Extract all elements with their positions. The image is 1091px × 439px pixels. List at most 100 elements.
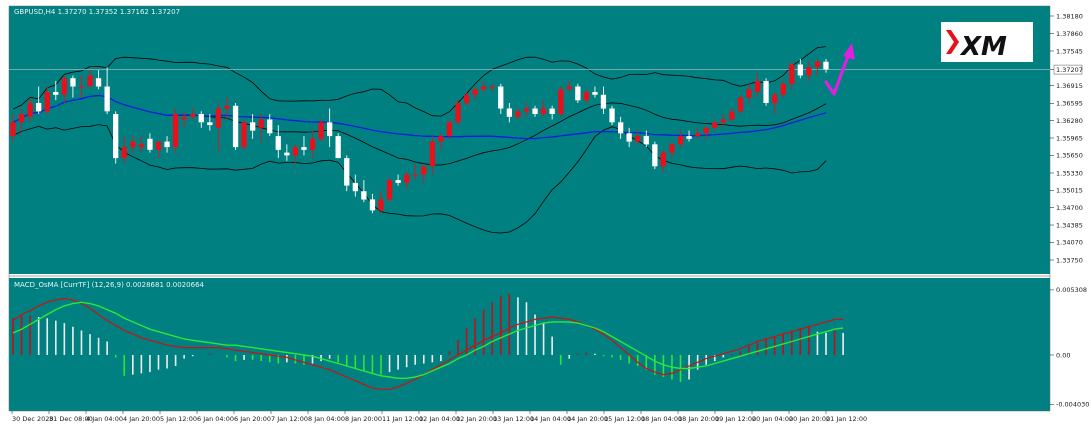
y-tick-label: 1.34385 bbox=[1056, 221, 1083, 229]
sub-y-tick-label: 0.005308 bbox=[1056, 286, 1087, 294]
candle-body bbox=[712, 122, 718, 128]
chart-border bbox=[8, 5, 1051, 412]
candle-body bbox=[532, 108, 538, 114]
x-tick-label: 31 Dec 08:00 bbox=[49, 415, 93, 423]
candle-body bbox=[814, 61, 821, 68]
candle-body bbox=[10, 122, 16, 137]
candle-body bbox=[549, 108, 555, 114]
candle-body bbox=[729, 111, 735, 120]
candle-body bbox=[113, 114, 119, 159]
candle-body bbox=[626, 133, 632, 142]
y-tick-label: 1.38180 bbox=[1056, 12, 1083, 20]
candle-body bbox=[147, 138, 153, 150]
candle-body bbox=[18, 114, 25, 123]
y-tick-label: 1.36595 bbox=[1056, 100, 1083, 108]
candle-body bbox=[250, 122, 256, 131]
y-tick-label: 1.35965 bbox=[1056, 134, 1083, 142]
x-tick-label: 20 Jan 04:00 bbox=[752, 415, 793, 423]
y-tick-label: 1.35650 bbox=[1056, 152, 1083, 160]
candle-body bbox=[327, 122, 333, 137]
candle-body bbox=[643, 136, 649, 145]
candle-body bbox=[130, 141, 136, 148]
candle-body bbox=[438, 136, 444, 142]
candle-body bbox=[53, 92, 59, 95]
candle-body bbox=[70, 78, 76, 87]
xm-logo-text: XM bbox=[959, 32, 1007, 62]
candle-body bbox=[155, 141, 162, 150]
x-tick-label: 15 Jan 12:00 bbox=[604, 415, 645, 423]
current-price-tag bbox=[1053, 64, 1083, 75]
candle-body bbox=[104, 86, 110, 112]
candle-body bbox=[412, 174, 418, 176]
macd-layer bbox=[12, 293, 844, 390]
x-tick-label: 7 Jan 12:00 bbox=[271, 415, 308, 423]
x-tick-label: 11 Jan 12:00 bbox=[382, 415, 423, 423]
candle-body bbox=[27, 103, 33, 117]
candle-body bbox=[763, 81, 769, 103]
candle-body bbox=[369, 199, 376, 211]
candle-body bbox=[823, 61, 829, 70]
x-tick-label: 18 Jan 04:00 bbox=[641, 415, 682, 423]
candle-body bbox=[609, 108, 615, 123]
candle-body bbox=[267, 119, 273, 134]
candle-body bbox=[789, 64, 795, 84]
x-tick-label: 4 Jan 04:00 bbox=[86, 415, 123, 423]
candle-body bbox=[635, 136, 641, 142]
candle-body bbox=[138, 144, 144, 148]
candle-body bbox=[121, 147, 127, 159]
candle-body bbox=[652, 144, 658, 167]
candle-body bbox=[292, 147, 299, 156]
candle-body bbox=[618, 122, 624, 134]
candle-body bbox=[481, 86, 487, 90]
sub-y-tick-label: 0.00 bbox=[1056, 351, 1070, 359]
candle-body bbox=[215, 108, 221, 128]
candle-body bbox=[806, 67, 812, 76]
candle-body bbox=[172, 114, 179, 147]
candle-body bbox=[421, 166, 427, 175]
candle-body bbox=[600, 94, 607, 109]
x-tick-label: 5 Jan 12:00 bbox=[160, 415, 197, 423]
candle-body bbox=[566, 86, 572, 90]
y-tick-label: 1.35330 bbox=[1056, 169, 1083, 177]
candle-body bbox=[772, 94, 778, 104]
candle-body bbox=[232, 105, 239, 148]
candle-body bbox=[78, 86, 85, 88]
x-tick-label: 6 Jan 20:00 bbox=[234, 415, 271, 423]
candle-body bbox=[558, 89, 564, 115]
x-tick-label: 6 Jan 04:00 bbox=[197, 415, 234, 423]
candle-body bbox=[686, 136, 692, 139]
candle-body bbox=[318, 122, 324, 139]
candle-body bbox=[181, 116, 187, 120]
candle-body bbox=[95, 78, 102, 87]
candle-body bbox=[429, 141, 435, 167]
candle-body bbox=[498, 86, 504, 109]
x-tick-label: 20 Jan 20:00 bbox=[789, 415, 830, 423]
candle-body bbox=[224, 105, 230, 109]
candle-body bbox=[164, 141, 170, 148]
xm-logo-chevron-icon bbox=[946, 30, 959, 54]
candle-body bbox=[190, 114, 196, 117]
projection-arrow-path bbox=[824, 54, 850, 96]
bollinger-lower-line bbox=[12, 124, 827, 234]
candle-body bbox=[395, 180, 401, 183]
x-tick-label: 8 Jan 04:00 bbox=[308, 415, 345, 423]
candle-body bbox=[241, 122, 247, 148]
candle-body bbox=[301, 147, 307, 150]
y-tick-label: 1.35015 bbox=[1056, 187, 1083, 195]
candle-body bbox=[523, 108, 530, 112]
candle-body bbox=[207, 122, 213, 126]
y-tick-label: 1.34700 bbox=[1056, 204, 1083, 212]
candle-body bbox=[198, 114, 204, 123]
y-tick-label: 1.33750 bbox=[1056, 256, 1083, 264]
x-tick-label: 18 Jan 20:00 bbox=[678, 415, 719, 423]
candle-body bbox=[378, 199, 384, 211]
y-tick-label: 1.37545 bbox=[1056, 47, 1083, 55]
candle-body bbox=[780, 83, 786, 95]
candle-body bbox=[703, 127, 709, 134]
candle-body bbox=[575, 86, 581, 101]
candle-body bbox=[361, 191, 367, 200]
candle-body bbox=[695, 133, 701, 137]
y-tick-label: 1.37860 bbox=[1056, 30, 1083, 38]
candle-body bbox=[61, 78, 67, 95]
